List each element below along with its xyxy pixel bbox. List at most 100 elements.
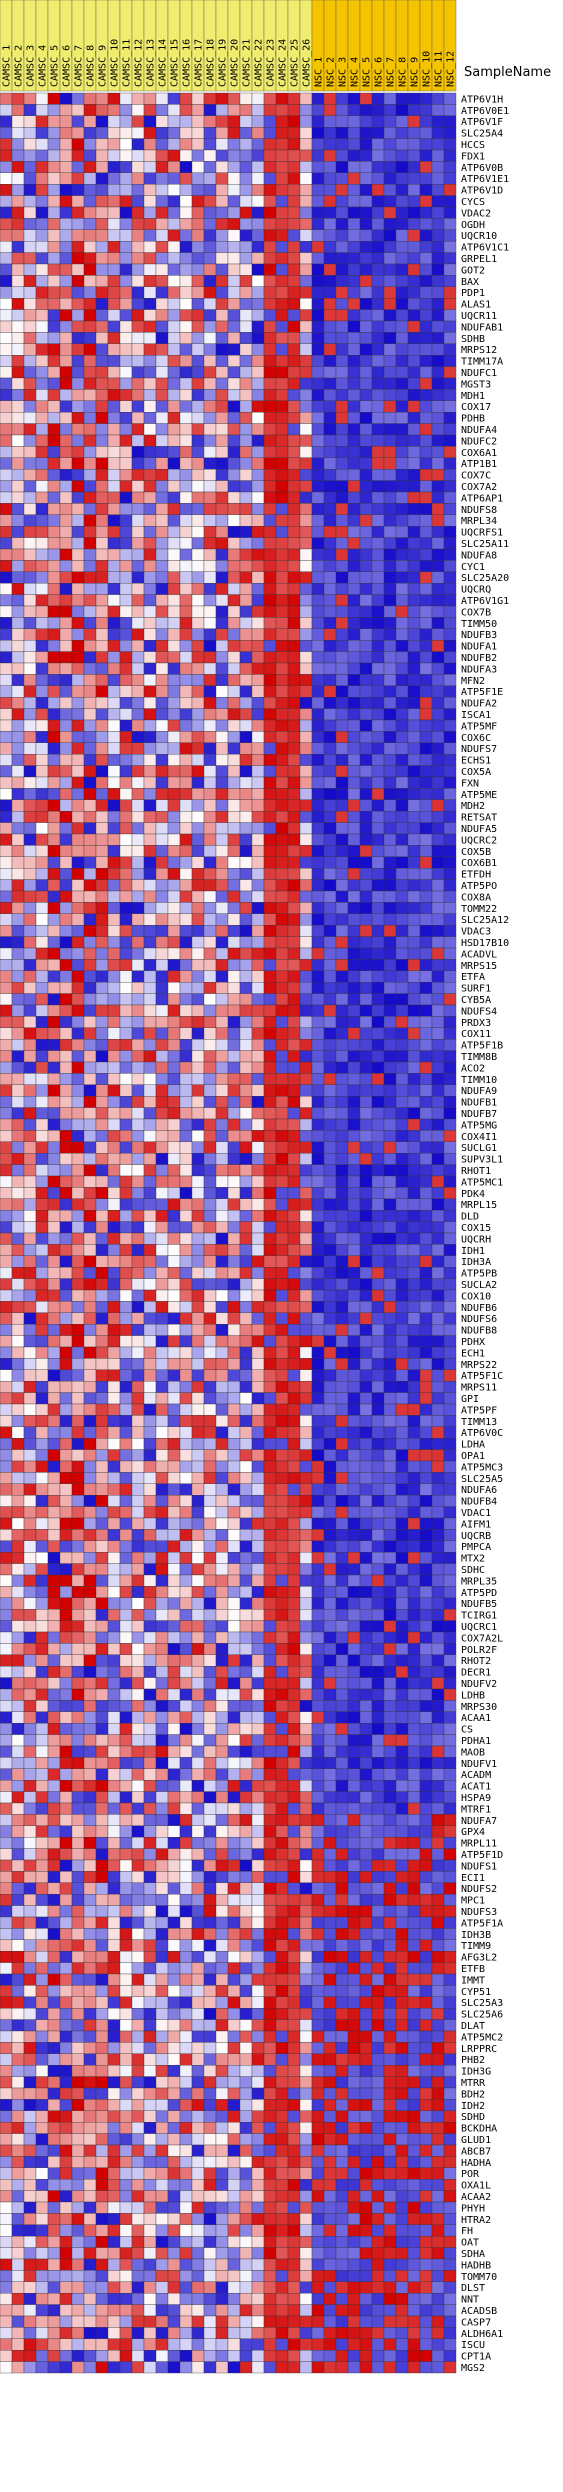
heatmap-cell bbox=[95, 925, 109, 937]
heatmap-cell bbox=[119, 571, 133, 584]
heatmap-cell bbox=[347, 947, 361, 960]
heatmap-cell bbox=[227, 1107, 241, 1120]
heatmap-cell bbox=[383, 731, 397, 743]
heatmap-cell bbox=[239, 1141, 253, 1154]
heatmap-cell bbox=[191, 970, 205, 983]
heatmap-cell bbox=[179, 514, 193, 527]
heatmap-cell bbox=[419, 1118, 433, 1131]
heatmap-cell bbox=[95, 1312, 109, 1325]
heatmap-cell bbox=[215, 970, 229, 983]
heatmap-cell bbox=[287, 412, 301, 424]
heatmap-cell bbox=[227, 1426, 241, 1439]
heatmap-cell bbox=[251, 480, 265, 493]
heatmap-cell bbox=[287, 1061, 301, 1074]
heatmap-cell bbox=[215, 1483, 229, 1496]
heatmap-cell bbox=[383, 1232, 397, 1245]
heatmap-cell bbox=[251, 1324, 265, 1336]
heatmap-cell bbox=[407, 1255, 421, 1268]
heatmap-cell bbox=[371, 457, 385, 470]
heatmap-cell bbox=[47, 1027, 61, 1040]
heatmap-cell bbox=[191, 332, 205, 344]
heatmap-cell bbox=[107, 811, 121, 823]
heatmap-cell bbox=[383, 343, 397, 356]
heatmap-cell bbox=[23, 241, 37, 253]
heatmap-cell bbox=[275, 970, 289, 983]
heatmap-cell bbox=[131, 776, 145, 789]
heatmap-cell bbox=[23, 571, 37, 584]
heatmap-cell bbox=[203, 400, 217, 413]
heatmap-cell bbox=[239, 1096, 253, 1108]
heatmap-cell bbox=[239, 252, 253, 265]
heatmap-cell bbox=[83, 1039, 97, 1051]
heatmap-cell bbox=[227, 218, 241, 230]
heatmap-cell bbox=[299, 1164, 313, 1177]
heatmap-cell bbox=[119, 1346, 133, 1359]
heatmap-cell bbox=[0, 218, 13, 230]
heatmap-cell bbox=[347, 149, 361, 162]
heatmap-cell bbox=[371, 195, 385, 208]
heatmap-cell bbox=[23, 537, 37, 550]
heatmap-cell bbox=[23, 1175, 37, 1188]
heatmap-cell bbox=[371, 799, 385, 812]
heatmap-cell bbox=[383, 172, 397, 185]
heatmap-cell bbox=[311, 286, 325, 299]
heatmap-cell bbox=[131, 754, 145, 766]
heatmap-cell bbox=[83, 1540, 97, 1553]
column-label: CAMSC_20 bbox=[230, 39, 241, 87]
heatmap-cell bbox=[347, 1312, 361, 1325]
heatmap-cell bbox=[179, 480, 193, 493]
heatmap-cell bbox=[431, 845, 445, 857]
heatmap-cell bbox=[347, 263, 361, 276]
heatmap-cell bbox=[167, 697, 181, 709]
heatmap-cell bbox=[215, 161, 229, 173]
heatmap-cell bbox=[443, 377, 457, 390]
heatmap-cell bbox=[23, 1039, 37, 1051]
heatmap-cell bbox=[383, 742, 397, 755]
heatmap-cell bbox=[23, 434, 37, 447]
heatmap-cell bbox=[347, 127, 361, 139]
heatmap-cell bbox=[167, 241, 181, 253]
heatmap-cell bbox=[107, 936, 121, 949]
heatmap-cell bbox=[287, 184, 301, 196]
heatmap-cell bbox=[59, 890, 73, 903]
heatmap-cell bbox=[335, 1153, 349, 1165]
heatmap-cell bbox=[155, 1335, 169, 1348]
heatmap-cell bbox=[107, 731, 121, 743]
column-label: NSC_7 bbox=[386, 57, 397, 87]
heatmap-cell bbox=[407, 947, 421, 960]
heatmap-cell bbox=[395, 583, 409, 595]
heatmap-cell bbox=[191, 149, 205, 162]
heatmap-cell bbox=[431, 936, 445, 949]
heatmap-cell bbox=[323, 491, 337, 504]
heatmap-cell bbox=[191, 343, 205, 356]
heatmap-cell bbox=[371, 1335, 385, 1348]
heatmap-cell bbox=[11, 366, 25, 379]
heatmap-cell bbox=[431, 754, 445, 766]
heatmap-cell bbox=[143, 617, 157, 629]
heatmap-cell bbox=[263, 537, 277, 550]
heatmap-cell bbox=[47, 1358, 61, 1370]
heatmap-cell bbox=[287, 1449, 301, 1462]
heatmap-cell bbox=[47, 1312, 61, 1325]
heatmap-cell bbox=[71, 583, 85, 595]
heatmap-cell bbox=[335, 446, 349, 458]
column-label: CAMSC_14 bbox=[158, 39, 169, 87]
heatmap-cell bbox=[239, 400, 253, 413]
heatmap-cell bbox=[71, 1403, 85, 1416]
heatmap-cell bbox=[395, 788, 409, 800]
heatmap-cell bbox=[0, 1061, 13, 1074]
heatmap-cell bbox=[419, 719, 433, 732]
heatmap-cell bbox=[371, 947, 385, 960]
heatmap-cell bbox=[203, 172, 217, 185]
heatmap-cell bbox=[83, 1472, 97, 1484]
heatmap-cell bbox=[191, 1278, 205, 1291]
heatmap-cell bbox=[323, 833, 337, 846]
heatmap-cell bbox=[419, 332, 433, 344]
heatmap-cell bbox=[143, 1301, 157, 1313]
heatmap-cell bbox=[299, 92, 313, 105]
heatmap-cell bbox=[119, 1460, 133, 1473]
heatmap-cell bbox=[275, 685, 289, 698]
heatmap-cell bbox=[71, 1107, 85, 1120]
heatmap-cell bbox=[335, 1346, 349, 1359]
heatmap-cell bbox=[203, 1130, 217, 1142]
